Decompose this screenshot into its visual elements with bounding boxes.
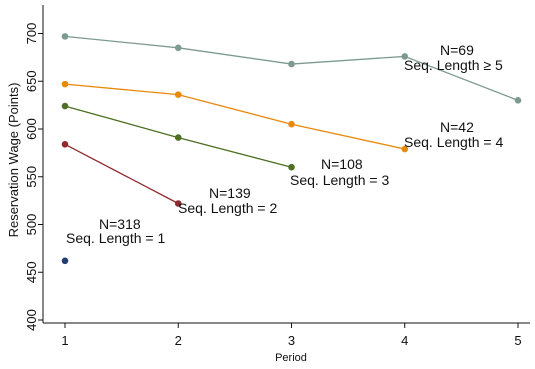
x-tick-label: 3 xyxy=(288,333,295,348)
x-axis-title: Period xyxy=(275,352,307,364)
annotation-seq-length: Seq. Length = 3 xyxy=(290,172,389,188)
annotation-seq-length: Seq. Length ≥ 5 xyxy=(404,57,503,73)
data-point xyxy=(174,134,182,141)
data-point xyxy=(174,91,182,98)
data-point xyxy=(401,53,409,60)
y-tick-label: 500 xyxy=(24,214,39,236)
data-point xyxy=(174,44,182,52)
y-tick-label: 600 xyxy=(24,118,39,140)
annotation-seq-length: Seq. Length = 1 xyxy=(66,230,165,246)
y-tick-label: 450 xyxy=(24,261,39,283)
data-point xyxy=(61,33,69,40)
annotation-seq-length: Seq. Length = 4 xyxy=(404,134,503,150)
series-3 xyxy=(61,102,295,171)
x-tick-label: 2 xyxy=(175,333,182,348)
data-point xyxy=(288,163,295,171)
data-point xyxy=(61,257,69,265)
annotation-n: N=42 xyxy=(440,119,474,135)
ticks-layer: 400 450 500 550 600 650 700 1 2 3 4 5 xyxy=(24,23,522,348)
annotation-n: N=318 xyxy=(99,216,141,232)
data-point xyxy=(514,97,522,104)
series-layer xyxy=(61,33,522,265)
annotation-n: N=139 xyxy=(209,185,251,201)
data-point xyxy=(288,120,295,128)
y-tick-label: 400 xyxy=(24,309,39,331)
x-tick-label: 4 xyxy=(401,333,408,348)
data-point xyxy=(61,80,69,88)
series-line xyxy=(64,83,405,150)
y-tick-label: 550 xyxy=(24,166,39,188)
annotation-n: N=108 xyxy=(321,156,363,172)
data-point xyxy=(174,200,182,207)
annotation-n: N=69 xyxy=(440,42,474,58)
data-point xyxy=(401,145,409,153)
series-5 xyxy=(61,33,522,104)
y-tick-label: 650 xyxy=(24,70,39,92)
series-2 xyxy=(61,140,182,207)
series-1 xyxy=(61,257,69,265)
annotation-seq-length: Seq. Length = 2 xyxy=(178,200,277,216)
y-tick-label: 700 xyxy=(24,23,39,45)
series-line xyxy=(64,143,179,205)
series-4 xyxy=(61,80,409,153)
x-tick-label: 1 xyxy=(61,333,68,348)
data-point xyxy=(61,140,69,148)
data-point xyxy=(288,60,295,68)
x-tick-label: 5 xyxy=(514,333,521,348)
y-axis-title: Reservation Wage (Points) xyxy=(6,83,21,238)
data-point xyxy=(61,102,69,110)
